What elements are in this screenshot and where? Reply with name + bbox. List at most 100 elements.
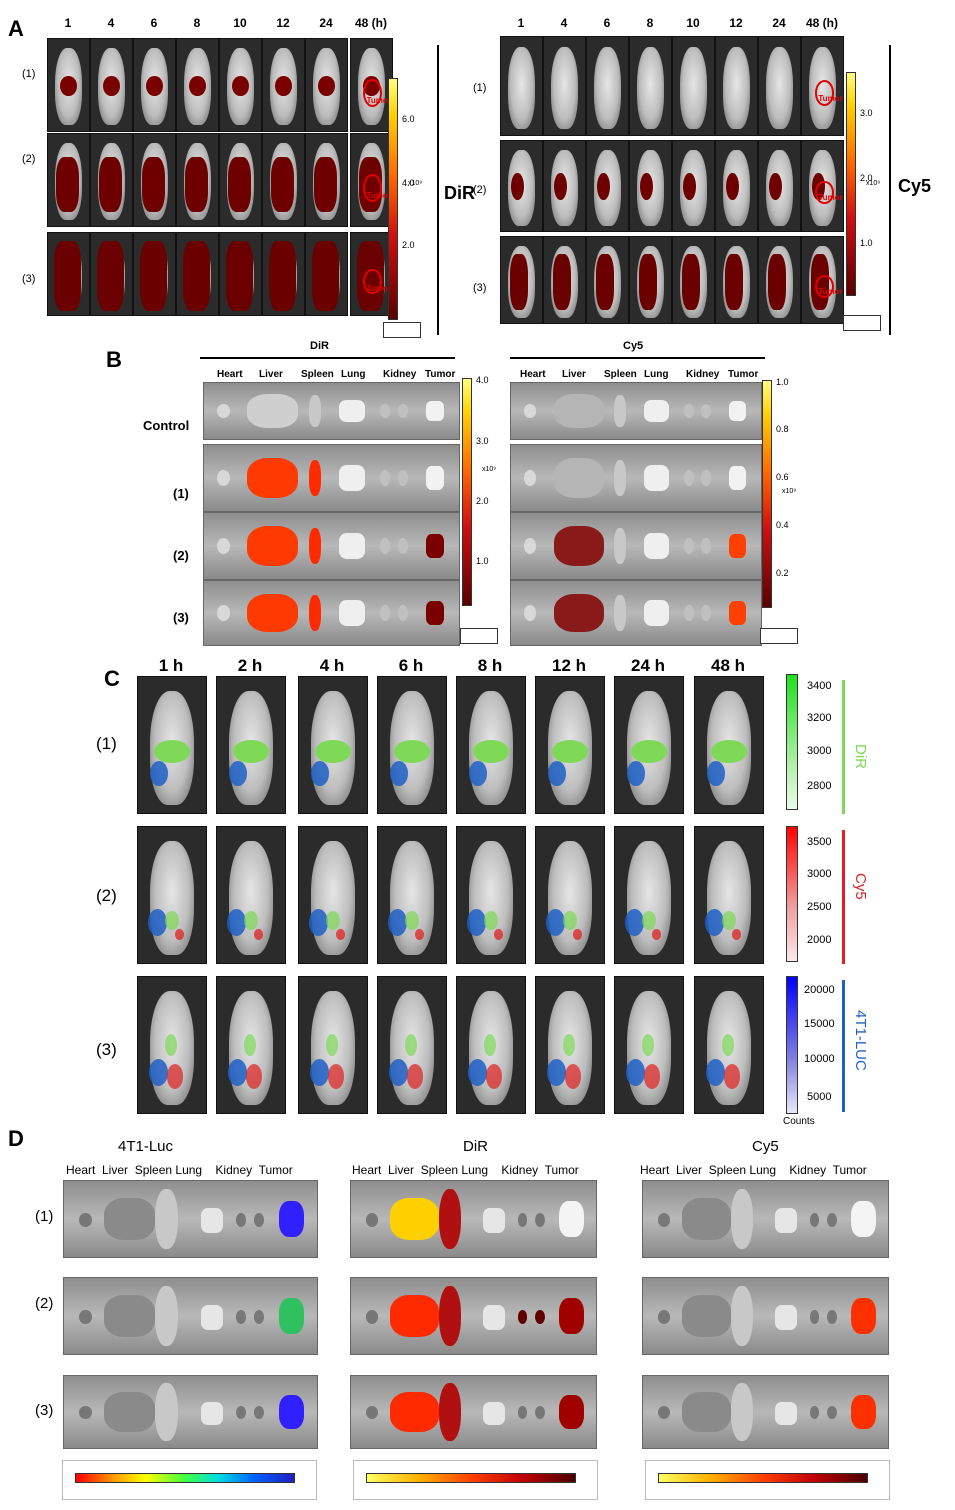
panel-d-cy5-scale-frame [645, 1460, 890, 1500]
panel-a-right-mouse-r1-c5 [715, 140, 758, 232]
panel-b-dir-tray-1 [203, 444, 460, 512]
dir-signal [154, 739, 190, 763]
panel-b-cy5-tray-2 [510, 512, 762, 580]
dir-signal [552, 739, 588, 763]
panel-a-cy5-scale-3: 1.0 [860, 238, 873, 248]
panel-b-dir-scale-box [460, 628, 498, 644]
liver [390, 1391, 440, 1433]
panel-c-dir-tick-4: 2800 [807, 780, 832, 792]
panel-c-mouse-r2-c7 [694, 976, 764, 1114]
tumor [425, 534, 444, 558]
fluorescence-spot [60, 75, 77, 97]
dir-signal [244, 1034, 257, 1056]
lung [483, 1305, 506, 1330]
fluorescence-spot [103, 75, 120, 97]
tumor [728, 601, 746, 625]
panel-c-luc-label: 4T1-LUC [852, 1010, 869, 1071]
panel-c-dir-colorbar [786, 674, 798, 810]
liver [247, 593, 299, 633]
dir-signal [722, 1034, 735, 1056]
tumor [728, 466, 746, 490]
panel-c-cy5-colorbar [786, 826, 798, 962]
liver [390, 1197, 440, 1241]
panel-a-right-mouse-r1-c0 [500, 140, 543, 232]
panel-a-right-mouse-r2-c6 [758, 236, 801, 324]
panel-a-right-time-7: 48 (h) [805, 16, 838, 30]
panel-d-organs-luc: Heart Liver Spleen Lung Kidney Tumor [66, 1163, 293, 1177]
panel-a-left-mouse-r1-c0 [47, 133, 90, 227]
kidney-right [701, 538, 711, 554]
cy5-signal [494, 929, 503, 940]
panel-a-right-mouse-r2-c7: Tumor [801, 236, 844, 324]
tumor-label: Tumor [366, 96, 391, 106]
luc-signal [148, 1058, 168, 1086]
luc-signal [309, 908, 329, 936]
tumor [279, 1297, 305, 1335]
cy5-signal [245, 1064, 262, 1089]
panel-c-time-7: 48 h [710, 656, 746, 675]
fluorescence-spot [639, 254, 658, 311]
panel-a-left-mouse-r1-c2 [133, 133, 176, 227]
panel-c-dir-bar-line [842, 680, 845, 814]
panel-a-left-mouse-r0-c2 [133, 38, 176, 132]
heart [523, 605, 536, 621]
fluorescence-spot [318, 75, 335, 97]
panel-a-left-mouse-r1-c7: Tumor [350, 133, 393, 227]
lung [483, 1208, 506, 1233]
lung [643, 532, 669, 560]
panel-a-dir-scale-exp: x10⁹ [408, 180, 423, 187]
cy5-signal [573, 929, 582, 940]
panel-b-dir-organ-3: Lung [341, 369, 366, 380]
tumor [279, 1200, 305, 1238]
panel-a-cy5-scale-2: 2.0 [860, 173, 873, 183]
panel-b-row-3: (3) [173, 610, 189, 625]
heart [523, 538, 536, 554]
panel-d-cy5-colorbar [658, 1473, 868, 1483]
panel-a-dir-divider [437, 45, 439, 335]
panel-c-mouse-r0-c4 [456, 676, 526, 814]
panel-a-right-time-0: 1 [517, 16, 525, 30]
lung [775, 1401, 798, 1425]
panel-b-cy5-organ-1: Liver [562, 369, 586, 380]
panel-c-mouse-r0-c2 [298, 676, 368, 814]
panel-c-dir-tick-2: 3200 [807, 712, 832, 724]
panel-b-cy5-title: Cy5 [623, 340, 644, 352]
spleen [308, 459, 322, 497]
panel-c-mouse-r0-c3 [377, 676, 447, 814]
panel-a-right-mouse-r1-c6 [758, 140, 801, 232]
panel-c-luc-bar-line [842, 980, 845, 1112]
panel-a-left-time-6: 24 [319, 16, 333, 30]
fluorescence-spot [269, 241, 296, 311]
heart [657, 1309, 670, 1324]
mouse-body [548, 840, 592, 955]
panel-a-dir-scale-box [383, 322, 421, 338]
panel-b-cy5-scale-4: 0.4 [776, 520, 789, 530]
panel-c-time-6: 24 h [630, 656, 666, 675]
panel-b-dir-tray-0 [203, 382, 460, 440]
liver [553, 593, 604, 633]
panel-c-mouse-r1-c6 [614, 826, 684, 964]
heart [365, 1309, 378, 1324]
luc-signal [227, 1058, 247, 1086]
panel-c-cy5-tick-3: 2500 [807, 901, 832, 913]
panel-d-cy5-tray-1 [642, 1277, 889, 1355]
liver [553, 394, 604, 428]
panel-b-cy5-tray-1 [510, 444, 762, 512]
kidney-right [826, 1309, 837, 1324]
lung [775, 1305, 798, 1330]
panel-a-left-row-2: (2) [22, 153, 36, 165]
tumor-circle [363, 174, 383, 203]
kidney-right [397, 470, 408, 486]
panel-a-cy5-colorbar [846, 72, 856, 296]
panel-c-mouse-r0-c5 [535, 676, 605, 814]
cy5-signal [723, 1064, 740, 1089]
kidney-left [517, 1406, 528, 1420]
panel-d-luc-colorbar [75, 1473, 295, 1483]
fluorescence-spot [768, 254, 787, 311]
panel-a-left-time-3: 8 [193, 16, 201, 30]
kidney-left [379, 404, 391, 418]
heart [216, 470, 230, 486]
mouse-body [229, 840, 273, 955]
panel-d-title-cy5: Cy5 [752, 1138, 779, 1155]
panel-a-left-mouse-r1-c1 [90, 133, 133, 227]
